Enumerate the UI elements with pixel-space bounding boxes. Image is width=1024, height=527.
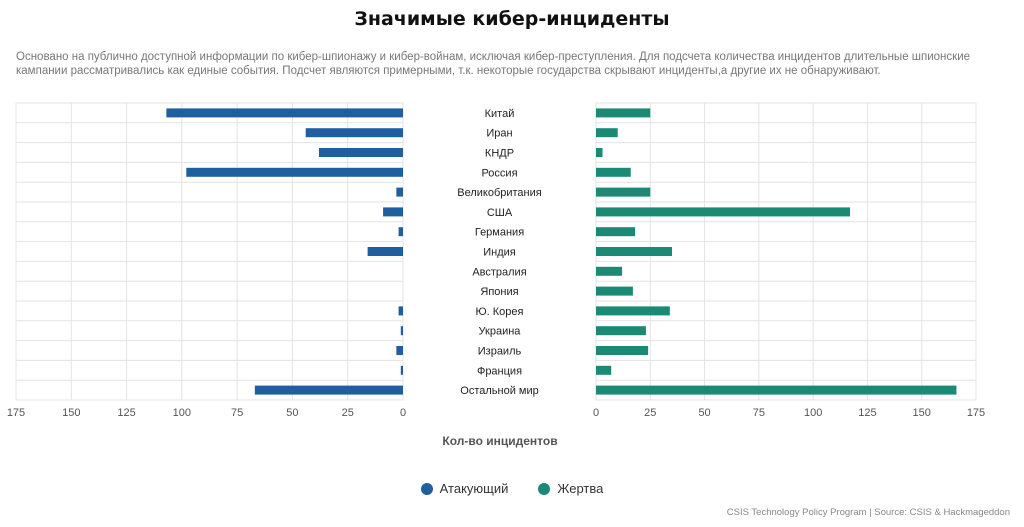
left-panel-frame bbox=[15, 102, 404, 401]
category-label: Великобритания bbox=[457, 187, 542, 199]
bar-attacker bbox=[400, 365, 403, 375]
category-label: Япония bbox=[480, 286, 518, 298]
bar-attacker bbox=[166, 108, 403, 118]
legend-item-attacker[interactable]: Атакующий bbox=[420, 481, 509, 496]
bar-victim bbox=[596, 207, 851, 217]
bar-victim bbox=[596, 128, 618, 138]
bar-attacker bbox=[186, 167, 403, 177]
bar-attacker bbox=[396, 187, 403, 197]
legend-swatch-attacker bbox=[420, 482, 433, 495]
bar-attacker bbox=[254, 385, 403, 395]
chart-area: 0 0 25 25 50 50 75 75 100 100 125 125 150 150 175 175 Ки… bbox=[7, 102, 985, 448]
category-label: Израиль bbox=[478, 346, 522, 358]
category-label: Китай bbox=[485, 108, 515, 120]
bar-attacker bbox=[396, 346, 403, 355]
bar-victim bbox=[596, 167, 631, 177]
category-label: КНДР bbox=[485, 148, 514, 160]
tick-label-left: 0 bbox=[400, 407, 406, 419]
chart-title: Значимые кибер-инциденты bbox=[354, 8, 670, 30]
bar-attacker bbox=[383, 207, 403, 217]
legend-label-attacker: Атакующий bbox=[439, 481, 509, 496]
bar-attacker bbox=[367, 247, 403, 256]
bar-victim bbox=[596, 148, 603, 157]
legend-label-victim: Жертва bbox=[557, 481, 604, 496]
tick-label-right: 100 bbox=[804, 407, 822, 419]
bar-attacker bbox=[398, 227, 403, 237]
tick-label-left: 150 bbox=[62, 407, 80, 419]
x-axis-title: Кол-во инцидентов bbox=[442, 434, 557, 448]
category-label: Иран bbox=[486, 128, 512, 140]
category-label: Россия bbox=[481, 167, 517, 179]
tick-label-left: 175 bbox=[7, 407, 25, 419]
category-label: Остальной мир bbox=[460, 385, 538, 397]
bar-victim bbox=[596, 247, 672, 256]
category-label: Украина bbox=[479, 326, 522, 338]
bar-victim bbox=[596, 365, 612, 375]
bar-victim bbox=[596, 385, 957, 395]
category-label: Франция bbox=[477, 365, 522, 377]
bar-victim bbox=[596, 286, 633, 296]
bar-attacker bbox=[318, 148, 403, 157]
category-label: Австралия bbox=[472, 266, 526, 278]
tick-label-right: 0 bbox=[593, 407, 599, 419]
tick-label-left: 75 bbox=[231, 407, 243, 419]
tick-label-left: 125 bbox=[117, 407, 135, 419]
tick-label-right: 25 bbox=[644, 407, 656, 419]
legend-item-victim[interactable]: Жертва bbox=[538, 481, 603, 496]
legend: Атакующий Жертва bbox=[0, 481, 1024, 496]
category-label: США bbox=[487, 207, 513, 219]
tick-label-left: 50 bbox=[286, 407, 298, 419]
bar-attacker bbox=[305, 128, 403, 138]
bar-attacker bbox=[400, 326, 403, 336]
source-note: CSIS Technology Policy Program | Source:… bbox=[726, 507, 1010, 518]
chart-subtitle: Основано на публично доступной информаци… bbox=[16, 51, 971, 77]
tick-label-left: 100 bbox=[173, 407, 191, 419]
bar-victim bbox=[596, 266, 623, 276]
bar-victim bbox=[596, 187, 651, 197]
bar-victim bbox=[596, 306, 670, 316]
tick-label-right: 50 bbox=[698, 407, 710, 419]
bar-victim bbox=[596, 326, 646, 336]
bar-victim bbox=[596, 108, 651, 118]
tick-label-left: 25 bbox=[342, 407, 354, 419]
category-label: Германия bbox=[475, 227, 524, 239]
bar-attacker bbox=[398, 306, 403, 316]
category-label: Индия bbox=[483, 247, 516, 259]
tick-label-right: 125 bbox=[858, 407, 876, 419]
tick-label-right: 150 bbox=[913, 407, 931, 419]
bar-victim bbox=[596, 346, 649, 355]
tick-label-right: 175 bbox=[967, 407, 985, 419]
category-label: Ю. Корея bbox=[476, 306, 524, 318]
tick-label-right: 75 bbox=[753, 407, 765, 419]
legend-swatch-victim bbox=[538, 482, 551, 495]
bar-victim bbox=[596, 227, 636, 237]
